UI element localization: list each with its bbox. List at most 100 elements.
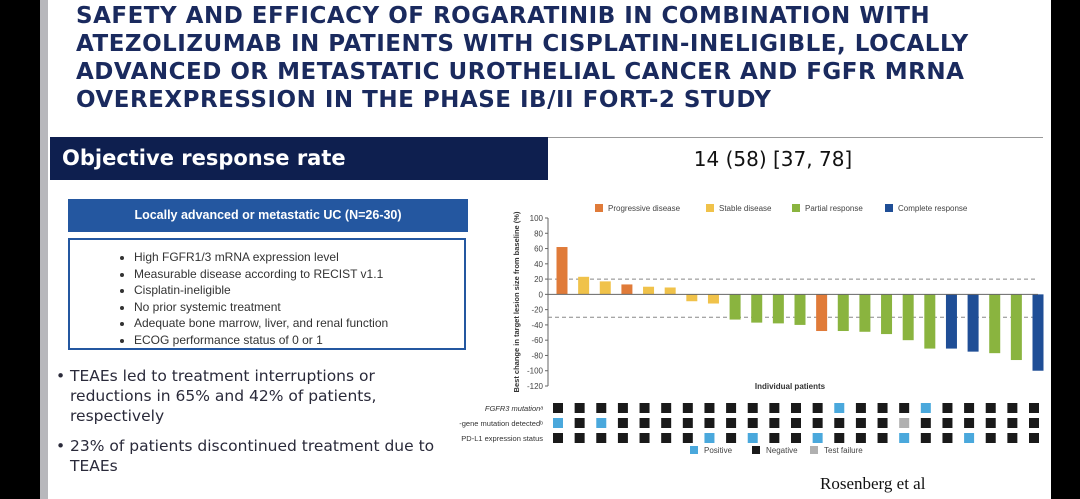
biomarker-cell	[661, 418, 672, 428]
biomarker-cell	[639, 418, 650, 428]
bar	[643, 286, 655, 295]
biomarker-row-label: PD-L1 expression status	[461, 434, 543, 443]
biomarker-cell	[1029, 433, 1039, 443]
biomarker-cell	[747, 433, 758, 443]
bullet-list: TEAEs led to treatment interruptions or …	[56, 366, 446, 486]
biomarker-cell	[769, 403, 780, 413]
biomarker-cell	[964, 418, 975, 428]
status-legend-swatch	[810, 446, 818, 454]
eligibility-item: Adequate bone marrow, liver, and renal f…	[134, 315, 464, 332]
legend-swatch	[595, 204, 603, 212]
biomarker-cell	[639, 433, 650, 443]
biomarker-cell	[877, 418, 888, 428]
biomarker-cell	[877, 403, 888, 413]
biomarker-cell	[964, 403, 975, 413]
biomarker-cell	[855, 418, 866, 428]
biomarker-cell	[899, 418, 910, 428]
status-legend-label: Positive	[704, 446, 733, 455]
biomarker-cell	[661, 403, 672, 413]
eligibility-item: High FGFR1/3 mRNA expression level	[134, 249, 464, 266]
biomarker-cell	[769, 433, 780, 443]
biomarker-cell	[726, 418, 737, 428]
biomarker-cell	[1029, 418, 1039, 428]
bar	[599, 281, 611, 295]
biomarker-cell	[920, 418, 931, 428]
bar	[556, 247, 568, 295]
biomarker-cell	[791, 418, 801, 428]
biomarker-cell	[812, 433, 823, 443]
biomarker-cell	[617, 418, 628, 428]
y-tick-label: 80	[534, 229, 543, 238]
biomarker-cell	[1007, 433, 1018, 443]
biomarker-cell	[855, 403, 866, 413]
legend-label: Complete response	[898, 204, 968, 213]
legend-swatch	[792, 204, 800, 212]
eligibility-box: High FGFR1/3 mRNA expression level Measu…	[68, 238, 466, 350]
biomarker-cell	[553, 433, 563, 443]
y-tick-label: 40	[534, 260, 543, 269]
bar	[1010, 294, 1022, 361]
biomarker-cell	[920, 433, 931, 443]
status-legend-label: Negative	[766, 446, 798, 455]
biomarker-cell	[596, 403, 607, 413]
biomarker-cell	[596, 433, 607, 443]
biomarker-cell	[899, 403, 910, 413]
bar	[881, 294, 893, 335]
y-tick-label: -40	[531, 321, 543, 330]
biomarker-cell	[985, 403, 996, 413]
biomarker-cell	[617, 433, 628, 443]
biomarker-cell	[747, 418, 758, 428]
y-tick-label: 20	[534, 275, 543, 284]
biomarker-cell	[1007, 403, 1018, 413]
biomarker-cell	[574, 403, 585, 413]
bar	[772, 294, 784, 324]
bar	[794, 294, 806, 325]
legend-label: Stable disease	[719, 204, 772, 213]
biomarker-cell	[1029, 403, 1039, 413]
biomarker-cell	[812, 403, 823, 413]
bullet-item: 23% of patients discontinued treatment d…	[56, 436, 446, 476]
slide-title: SAFETY AND EFFICACY OF ROGARATINIB IN CO…	[76, 3, 969, 113]
biomarker-cell	[617, 403, 628, 413]
legend-label: Partial response	[805, 204, 863, 213]
y-axis-label: Best change in target lesion size from b…	[512, 211, 521, 392]
bar	[1032, 294, 1044, 371]
biomarker-cell	[769, 418, 780, 428]
eligibility-item: Measurable disease according to RECIST v…	[134, 266, 464, 283]
biomarker-cell	[920, 403, 931, 413]
biomarker-cell	[834, 433, 845, 443]
eligibility-item: No prior systemic treatment	[134, 299, 464, 316]
bar	[686, 294, 698, 302]
y-tick-label: -120	[527, 382, 544, 391]
bar	[751, 294, 763, 323]
bar	[945, 294, 957, 349]
bar	[837, 294, 849, 332]
legend-swatch	[885, 204, 893, 212]
biomarker-cell	[834, 403, 845, 413]
biomarker-cell	[985, 433, 996, 443]
eligibility-item: ECOG performance status of 0 or 1	[134, 332, 464, 349]
biomarker-cell	[704, 403, 715, 413]
status-legend-label: Test failure	[824, 446, 863, 455]
biomarker-cell	[639, 403, 650, 413]
biomarker-cell	[704, 418, 715, 428]
y-tick-label: -60	[531, 336, 543, 345]
biomarker-cell	[574, 418, 585, 428]
biomarker-cell	[682, 433, 693, 443]
biomarker-cell	[661, 433, 672, 443]
bar	[989, 294, 1001, 354]
y-tick-label: 0	[539, 290, 544, 299]
eligibility-header: Locally advanced or metastatic UC (N=26-…	[68, 199, 468, 232]
biomarker-cell	[1007, 418, 1018, 428]
orr-label: Objective response rate	[50, 137, 548, 180]
status-legend-swatch	[690, 446, 698, 454]
biomarker-cell	[942, 433, 953, 443]
y-tick-label: -80	[531, 351, 543, 360]
biomarker-cell	[747, 403, 758, 413]
biomarker-cell	[985, 418, 996, 428]
biomarker-cell	[682, 418, 693, 428]
biomarker-cell	[942, 403, 953, 413]
biomarker-cell	[704, 433, 715, 443]
biomarker-row-label: -gene mutation detectedᵇ	[459, 419, 543, 428]
bar	[578, 276, 590, 295]
